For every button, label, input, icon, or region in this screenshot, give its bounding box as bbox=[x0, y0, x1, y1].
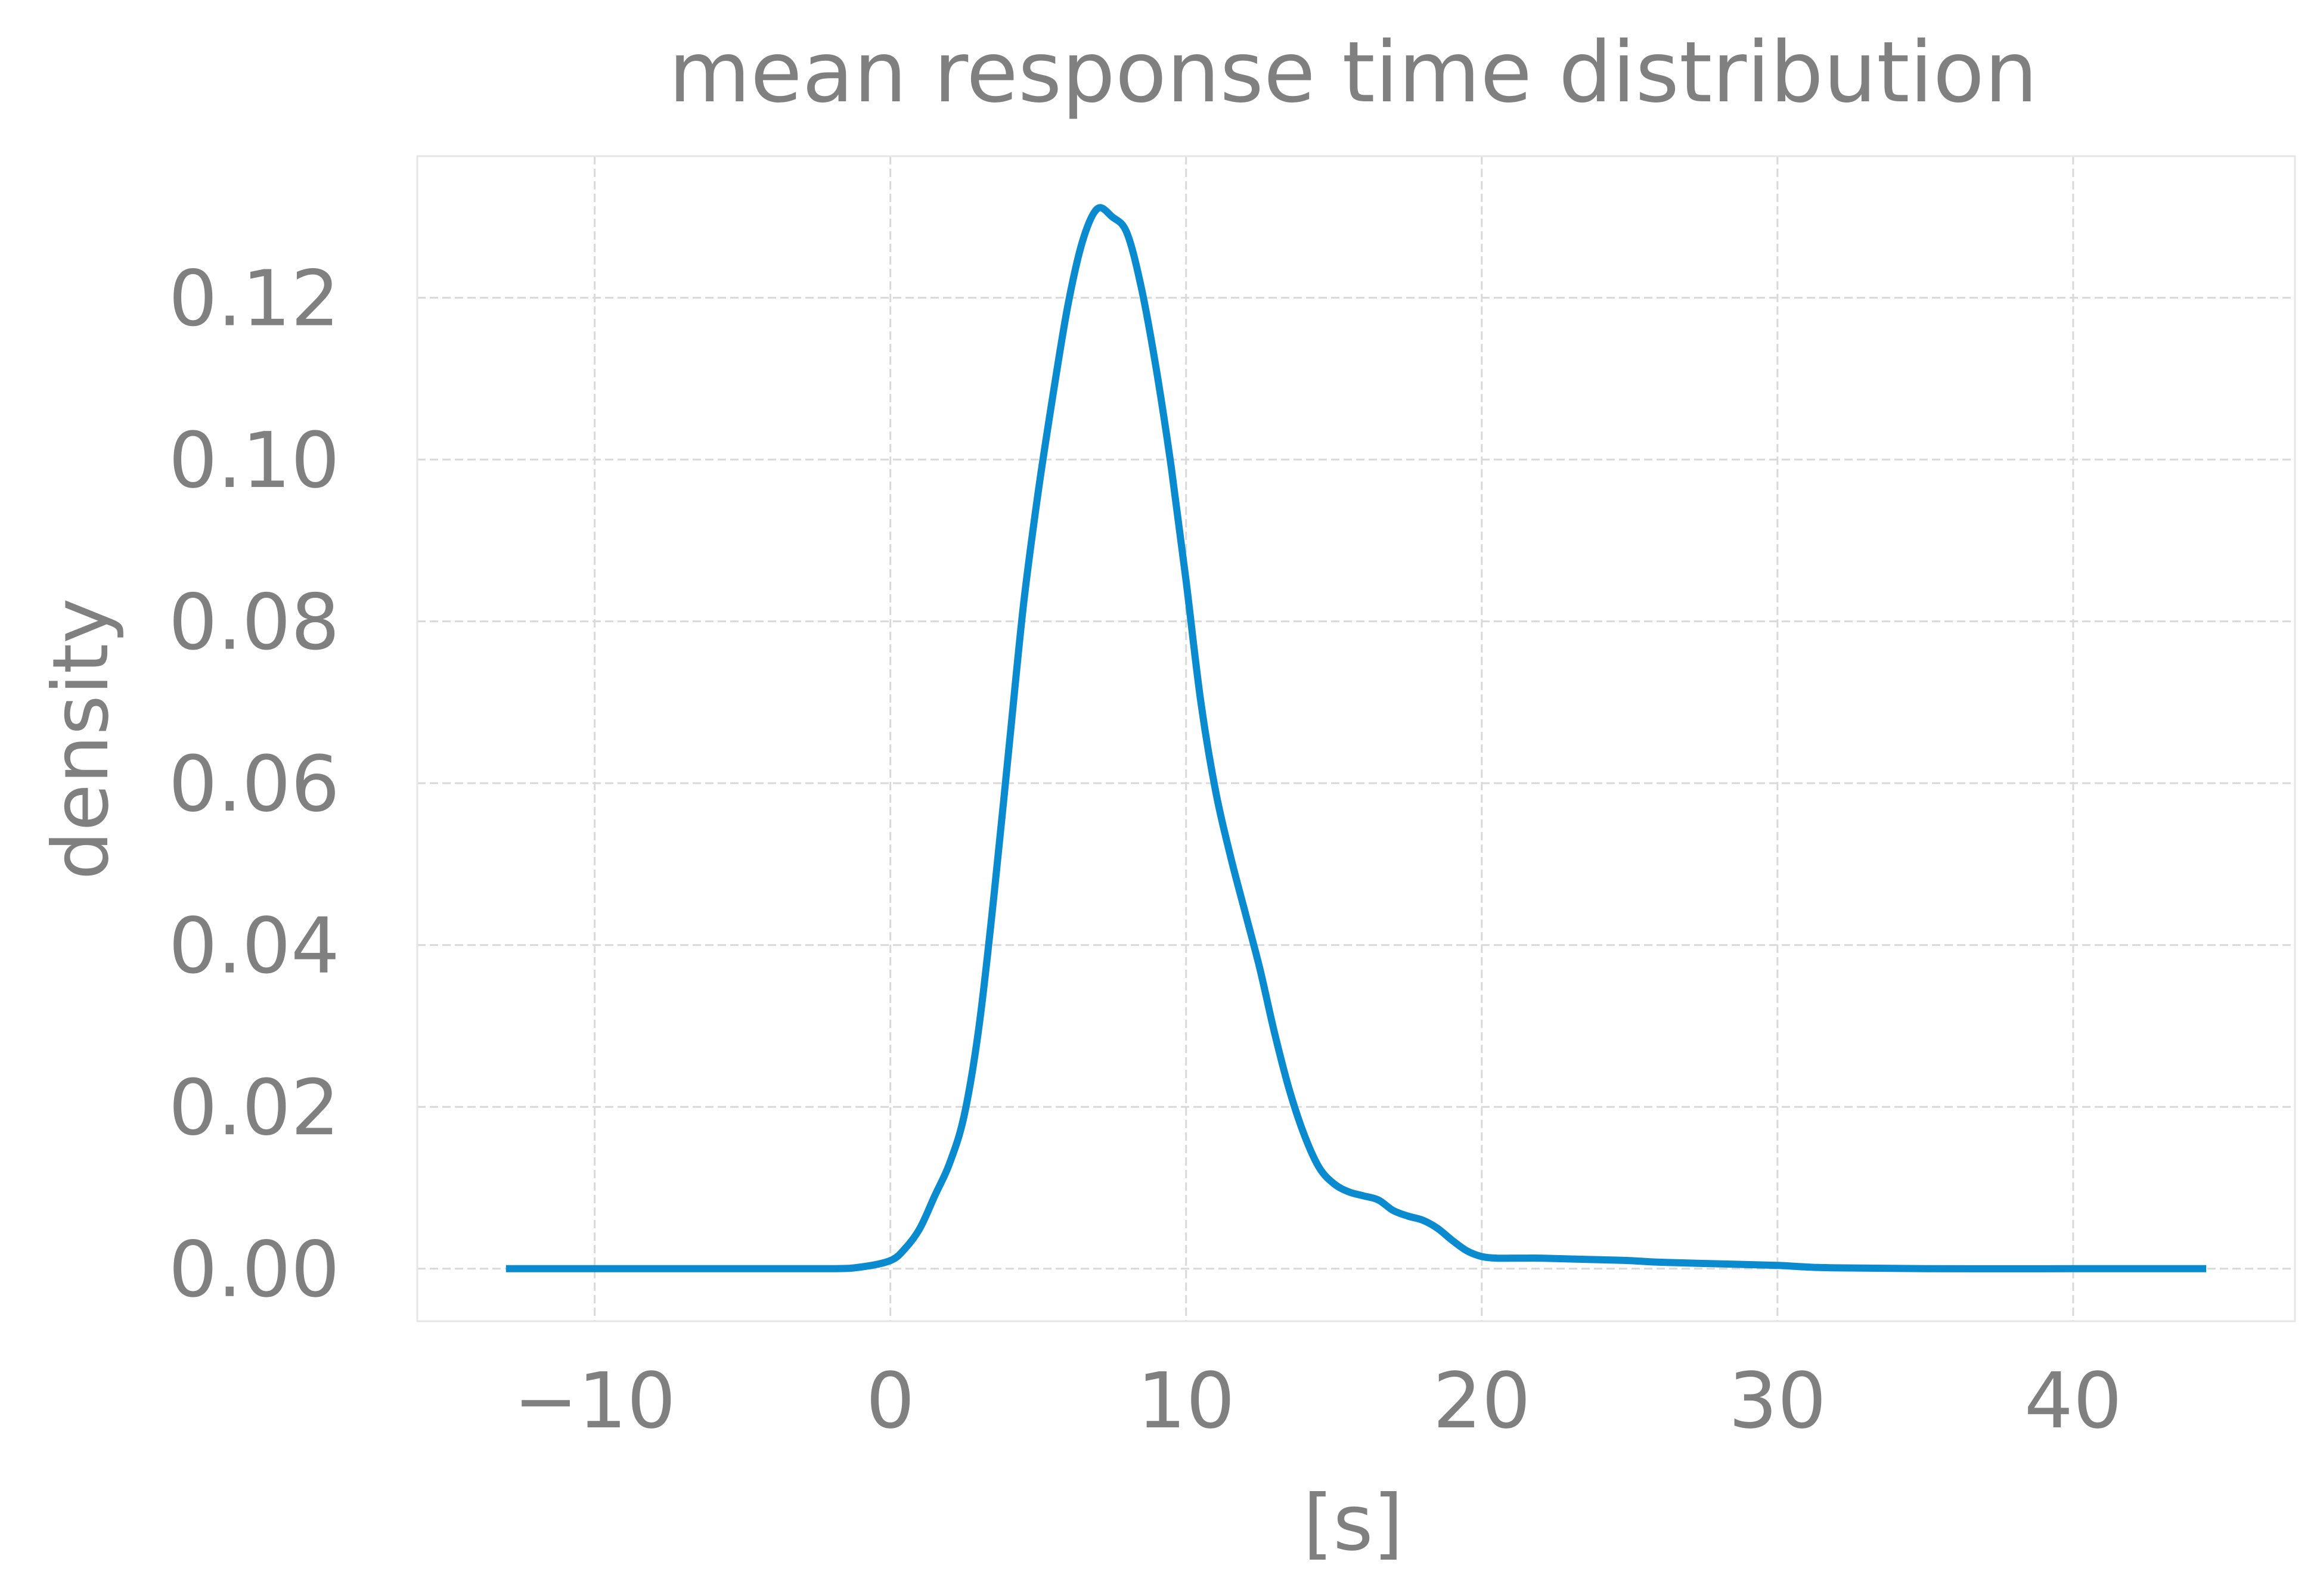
y-tick-label: 0.04 bbox=[169, 902, 340, 991]
series-layer bbox=[505, 204, 2207, 1272]
x-axis-label: [s] bbox=[1303, 1479, 1403, 1568]
y-tick-label: 0.00 bbox=[169, 1225, 340, 1315]
plot-frame bbox=[416, 155, 2296, 1322]
x-tick-label: 30 bbox=[1729, 1356, 1826, 1446]
x-tick-label: 10 bbox=[1137, 1356, 1235, 1446]
y-tick-label: 0.12 bbox=[169, 254, 340, 344]
y-tick-label: 0.08 bbox=[169, 578, 340, 667]
y-gridlines bbox=[417, 297, 2295, 1270]
density-series-line bbox=[505, 204, 2207, 1272]
x-tick-labels: −10 0 10 20 30 40 bbox=[514, 1356, 2123, 1446]
x-tick-label: 20 bbox=[1433, 1356, 1531, 1446]
y-tick-label: 0.06 bbox=[169, 740, 340, 829]
y-tick-label: 0.02 bbox=[169, 1063, 340, 1153]
x-tick-label: 0 bbox=[866, 1356, 915, 1446]
x-tick-label: −10 bbox=[514, 1356, 676, 1446]
y-tick-labels: 0.00 0.02 0.04 0.06 0.08 0.10 0.12 bbox=[169, 254, 340, 1315]
x-tick-label: 40 bbox=[2024, 1356, 2122, 1446]
y-axis-label: density bbox=[36, 598, 126, 880]
x-gridlines bbox=[594, 156, 2074, 1321]
y-tick-label: 0.10 bbox=[169, 416, 340, 505]
chart-title: mean response time distribution bbox=[669, 24, 2038, 122]
